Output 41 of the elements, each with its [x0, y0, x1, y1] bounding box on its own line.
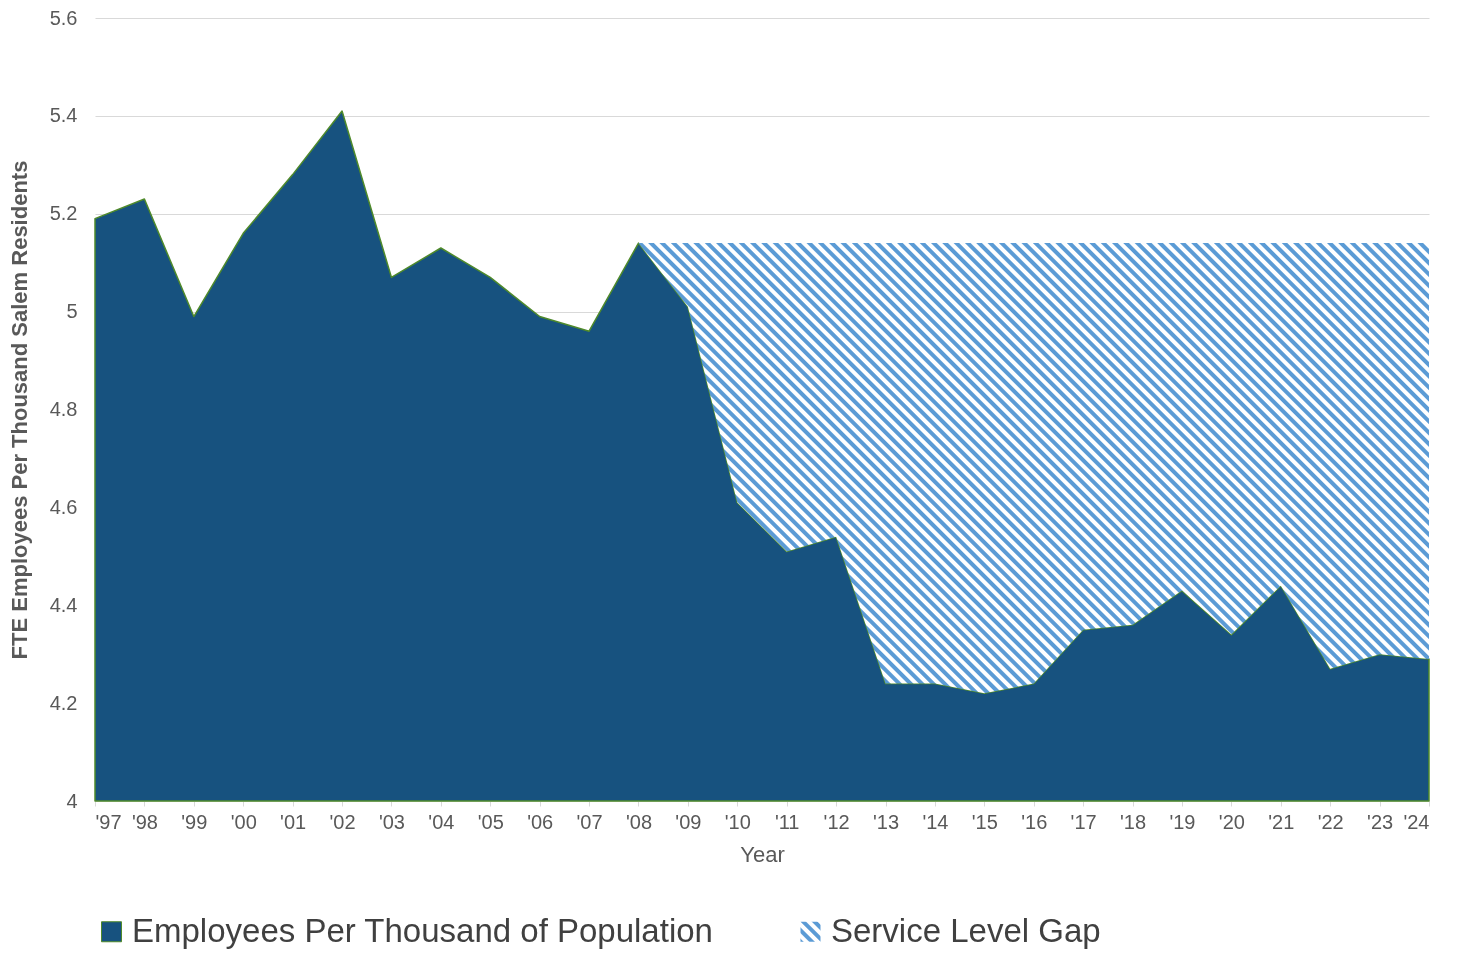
- x-tick-label: '08: [625, 810, 653, 833]
- legend-label: Service Level Gap: [831, 911, 1101, 949]
- x-tick-label: '15: [971, 810, 998, 833]
- x-tick-label: '09: [675, 810, 702, 833]
- y-axis-title: FTE Employees Per Thousand Salem Residents: [6, 160, 32, 660]
- x-tick-label: '23: [1367, 810, 1394, 833]
- y-tick-label: 4.8: [49, 398, 78, 420]
- x-tick-label: '02: [329, 810, 356, 833]
- x-tick-label: '20: [1218, 810, 1245, 833]
- x-tick-label: '97: [95, 810, 122, 833]
- y-tick-label: 4.4: [49, 593, 78, 616]
- y-tick-label: 5.6: [49, 6, 78, 29]
- x-tick-label: '98: [131, 810, 158, 833]
- x-tick-label: '16: [1021, 810, 1048, 833]
- x-tick-label: '14: [922, 810, 949, 833]
- x-tick-label: '12: [823, 810, 850, 833]
- x-tick-label: '19: [1169, 810, 1196, 833]
- y-tick-label: 4: [66, 789, 78, 812]
- x-axis-title: Year: [740, 841, 785, 867]
- x-tick-label: '04: [428, 810, 455, 833]
- legend-label: Employees Per Thousand of Population: [132, 911, 713, 949]
- x-tick-label: '11: [774, 810, 800, 833]
- y-tick-label: 5.2: [49, 202, 78, 225]
- x-tick-label: '22: [1317, 810, 1344, 833]
- x-tick-label: '06: [527, 810, 554, 833]
- y-tick-label: 4.2: [49, 691, 78, 714]
- y-tick-label: 5.4: [49, 104, 78, 127]
- x-tick-label: '03: [378, 810, 405, 833]
- x-tick-label: '10: [724, 810, 751, 833]
- x-tick-label: '13: [872, 810, 900, 833]
- x-tick-label: '17: [1070, 810, 1097, 833]
- x-tick-label: '01: [280, 810, 307, 833]
- x-tick-label: '18: [1120, 810, 1147, 833]
- x-tick-label: '05: [477, 810, 504, 833]
- x-tick-label: '24: [1403, 810, 1430, 833]
- x-tick-label: '00: [230, 810, 257, 833]
- x-tick-label: '99: [181, 810, 208, 833]
- x-tick-label: '07: [576, 810, 603, 833]
- x-tick-label: '21: [1268, 810, 1295, 833]
- y-tick-label: 4.6: [49, 495, 78, 518]
- y-tick-label: 5: [66, 300, 78, 323]
